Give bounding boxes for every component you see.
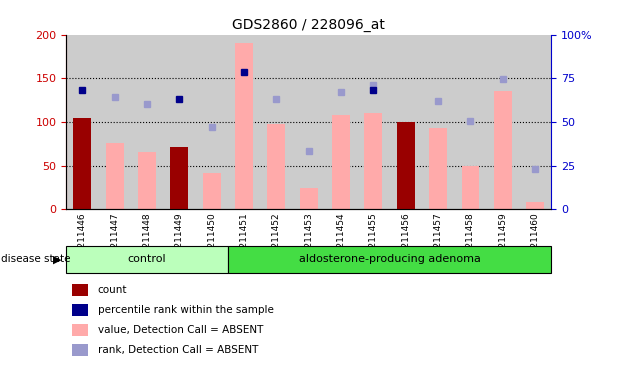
Bar xyxy=(325,35,357,209)
Bar xyxy=(66,246,228,273)
Text: count: count xyxy=(98,285,127,295)
Bar xyxy=(526,202,544,209)
Bar xyxy=(98,35,131,209)
Bar xyxy=(300,188,318,209)
Bar xyxy=(195,35,228,209)
Bar xyxy=(332,115,350,209)
Bar xyxy=(74,118,91,209)
Bar xyxy=(235,43,253,209)
Bar xyxy=(268,124,285,209)
Bar xyxy=(486,35,519,209)
Bar xyxy=(389,35,422,209)
Bar xyxy=(163,35,195,209)
Bar xyxy=(422,35,454,209)
Bar xyxy=(454,35,486,209)
Text: value, Detection Call = ABSENT: value, Detection Call = ABSENT xyxy=(98,325,263,335)
Bar xyxy=(228,246,551,273)
Bar xyxy=(138,152,156,209)
Bar xyxy=(357,35,389,209)
Title: GDS2860 / 228096_at: GDS2860 / 228096_at xyxy=(232,18,385,32)
Bar xyxy=(203,174,220,209)
Bar xyxy=(462,166,479,209)
Bar xyxy=(260,35,292,209)
Bar xyxy=(397,122,415,209)
Text: control: control xyxy=(128,254,166,264)
Bar xyxy=(131,35,163,209)
Bar xyxy=(519,35,551,209)
Bar xyxy=(494,91,512,209)
Text: disease state: disease state xyxy=(1,254,71,264)
Bar xyxy=(429,128,447,209)
Bar xyxy=(228,35,260,209)
Text: ▶: ▶ xyxy=(54,254,62,264)
Bar xyxy=(66,35,98,209)
Text: percentile rank within the sample: percentile rank within the sample xyxy=(98,305,273,315)
Bar xyxy=(171,147,188,209)
Bar xyxy=(292,35,325,209)
Text: rank, Detection Call = ABSENT: rank, Detection Call = ABSENT xyxy=(98,345,258,355)
Bar xyxy=(106,143,123,209)
Text: aldosterone-producing adenoma: aldosterone-producing adenoma xyxy=(299,254,481,264)
Bar xyxy=(365,113,382,209)
